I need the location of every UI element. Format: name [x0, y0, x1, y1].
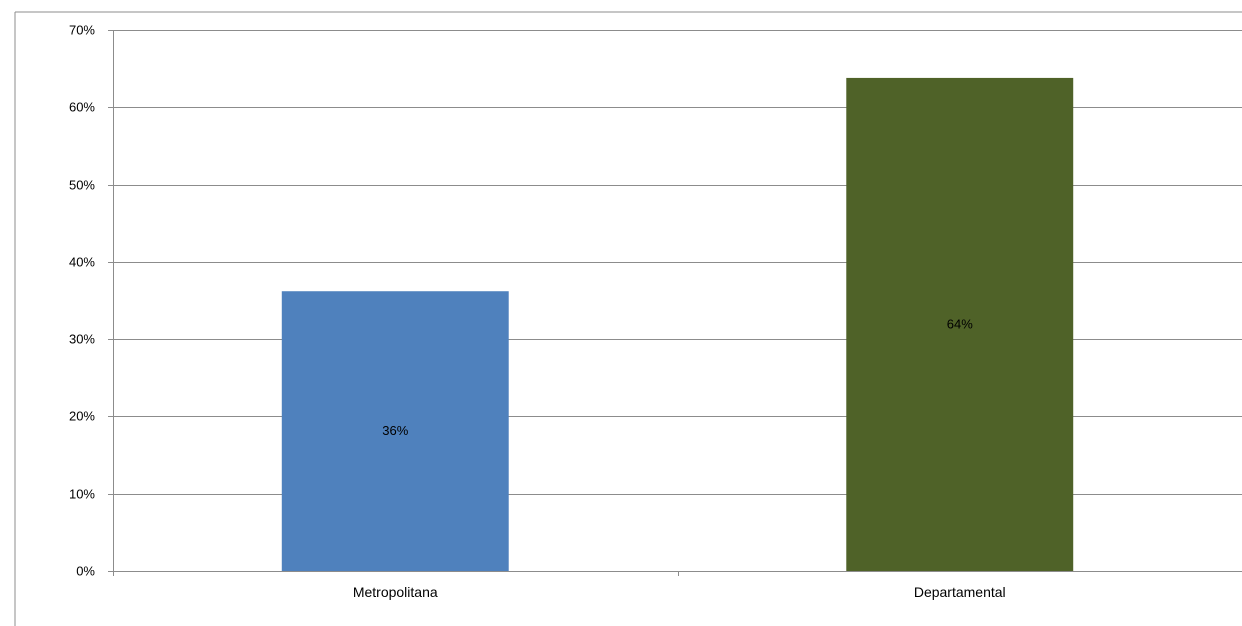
y-tick-label: 0% [76, 564, 95, 579]
y-tick-label: 70% [69, 23, 95, 38]
y-tick-label: 60% [69, 100, 95, 115]
data-label: 36% [382, 423, 408, 438]
y-tick-label: 10% [69, 487, 95, 502]
x-category-label: Metropolitana [353, 584, 438, 600]
data-label: 64% [947, 316, 973, 331]
y-tick-label: 40% [69, 255, 95, 270]
bar-metropolitana [281, 291, 509, 571]
y-tick-label: 50% [69, 178, 95, 193]
bar-departamental [846, 77, 1074, 571]
y-tick-label: 30% [69, 332, 95, 347]
x-category-label: Departamental [914, 584, 1006, 600]
axes [108, 30, 1242, 576]
bars [281, 77, 1074, 571]
y-tick-label: 20% [69, 409, 95, 424]
labels: 0% 10% 20% 30% 40% 50% 60% 70% 36% Metropolitana 6… [69, 23, 1006, 601]
